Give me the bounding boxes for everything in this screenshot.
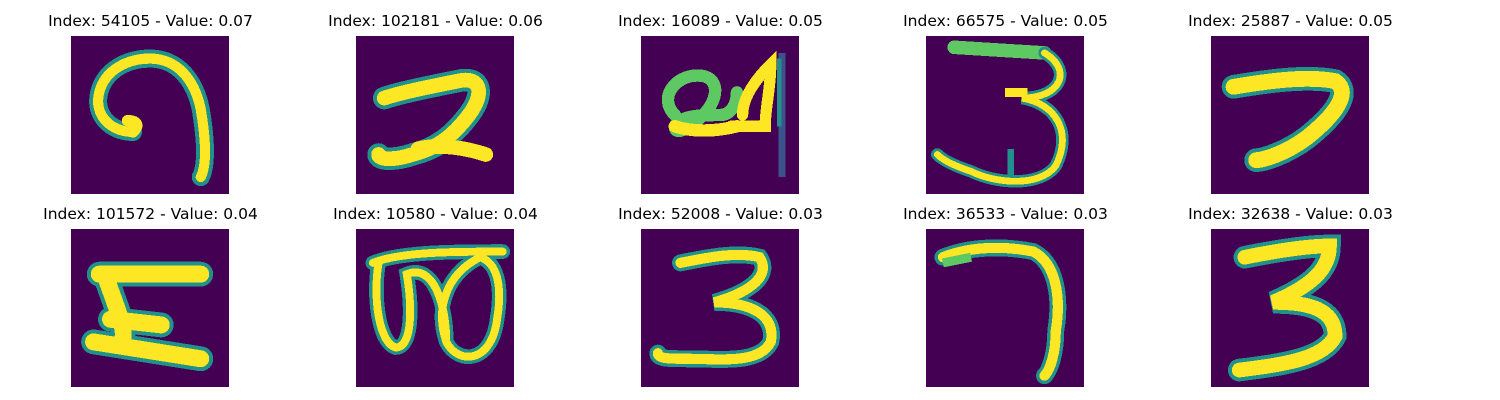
digit-image-three-bold [1211, 229, 1369, 387]
panel-6: Index: 101572 - Value: 0.04 [8, 205, 293, 397]
panel-5: Index: 25887 - Value: 0.05 [1148, 12, 1433, 204]
panel-title: Index: 36533 - Value: 0.03 [903, 205, 1108, 223]
panel-title: Index: 16089 - Value: 0.05 [618, 12, 823, 30]
panel-title: Index: 66575 - Value: 0.05 [903, 12, 1108, 30]
panel-title: Index: 25887 - Value: 0.05 [1188, 12, 1393, 30]
digit-image-seven-short [1211, 36, 1369, 194]
panel-title: Index: 32638 - Value: 0.03 [1188, 205, 1393, 223]
digit-image-hook-9 [71, 36, 229, 194]
panel-title: Index: 52008 - Value: 0.03 [618, 205, 823, 223]
panel-9: Index: 36533 - Value: 0.03 [863, 205, 1148, 397]
panel-title: Index: 54105 - Value: 0.07 [48, 12, 253, 30]
panel-4: Index: 66575 - Value: 0.05 [863, 12, 1148, 204]
panel-title: Index: 10580 - Value: 0.04 [333, 205, 538, 223]
panel-3: Index: 16089 - Value: 0.05 [578, 12, 863, 204]
panel-10: Index: 32638 - Value: 0.03 [1148, 205, 1433, 397]
panel-7: Index: 10580 - Value: 0.04 [293, 205, 578, 397]
panel-1: Index: 54105 - Value: 0.07 [8, 12, 293, 204]
digit-image-three-wide [926, 36, 1084, 194]
digit-image-seven-curve [926, 229, 1084, 387]
panel-title: Index: 101572 - Value: 0.04 [43, 205, 258, 223]
panel-2: Index: 102181 - Value: 0.06 [293, 12, 578, 204]
digit-image-zee [71, 229, 229, 387]
digit-image-three [641, 229, 799, 387]
panel-title: Index: 102181 - Value: 0.06 [328, 12, 543, 30]
panel-8: Index: 52008 - Value: 0.03 [578, 205, 863, 397]
digit-image-eight-loops [356, 229, 514, 387]
digit-image-scribble [641, 36, 799, 194]
digit-image-two [356, 36, 514, 194]
